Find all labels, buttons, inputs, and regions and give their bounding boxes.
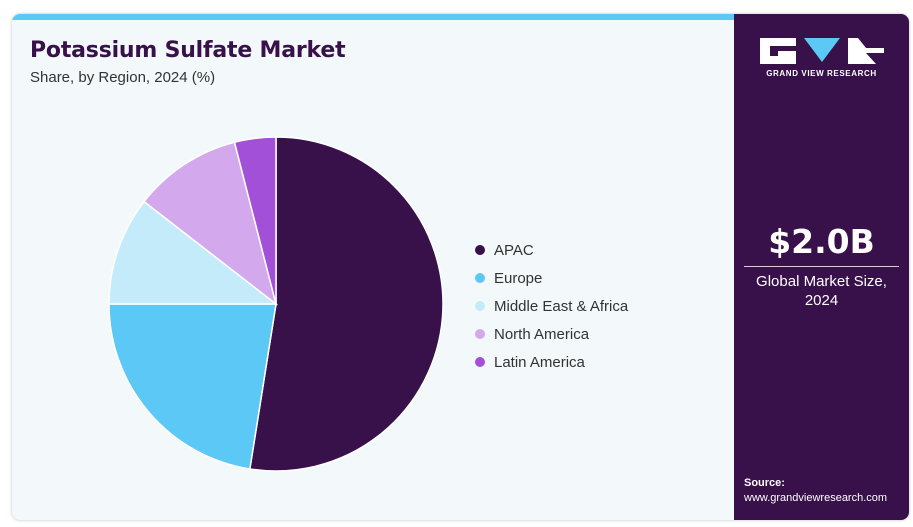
legend-label: Middle East & Africa: [494, 297, 629, 315]
chart-subtitle: Share, by Region, 2024 (%): [30, 69, 216, 86]
legend-item: North America: [475, 320, 628, 348]
chart-title: Potassium Sulfate Market: [30, 38, 346, 63]
accent-bar: [12, 14, 734, 20]
pie-slice-europe: [108, 303, 277, 470]
brand-name: GRAND VIEW RESEARCH: [766, 69, 877, 78]
source-note: Source: www.grandviewresearch.com: [744, 476, 887, 506]
legend-item: Europe: [475, 264, 628, 292]
chart-card: Potassium Sulfate Market Share, by Regio…: [12, 14, 909, 520]
legend-label: North America: [494, 325, 590, 343]
pie-slice-north-america: [142, 141, 278, 306]
legend-swatch: [475, 273, 485, 283]
market-size-label: Global Market Size, 2024: [756, 273, 887, 309]
legend-swatch: [475, 301, 485, 311]
legend-label: APAC: [494, 241, 534, 259]
legend-label: Europe: [494, 269, 543, 287]
legend-swatch: [475, 357, 485, 367]
pie-slice-middle-east-africa: [108, 200, 279, 305]
pie-slice-latin-america: [233, 136, 277, 305]
legend-item: APAC: [475, 236, 628, 264]
legend-item: Latin America: [475, 348, 628, 376]
legend-label: Latin America: [494, 353, 585, 371]
legend-item: Middle East & Africa: [475, 292, 628, 320]
grand-view-research-logo: [760, 38, 884, 64]
chart-legend: APAC Europe Middle East & Africa North Amer…: [475, 236, 628, 376]
source-label: Source:: [744, 477, 785, 489]
divider: [744, 266, 899, 267]
source-link[interactable]: www.grandviewresearch.com: [744, 492, 888, 504]
legend-swatch: [475, 245, 485, 255]
pie-chart: [108, 136, 444, 472]
market-size-value: $2.0B: [768, 222, 875, 261]
legend-swatch: [475, 329, 485, 339]
pie-slice-apac: [249, 136, 444, 472]
info-sidebar: GRAND VIEW RESEARCH $2.0B Global Market …: [734, 14, 909, 520]
